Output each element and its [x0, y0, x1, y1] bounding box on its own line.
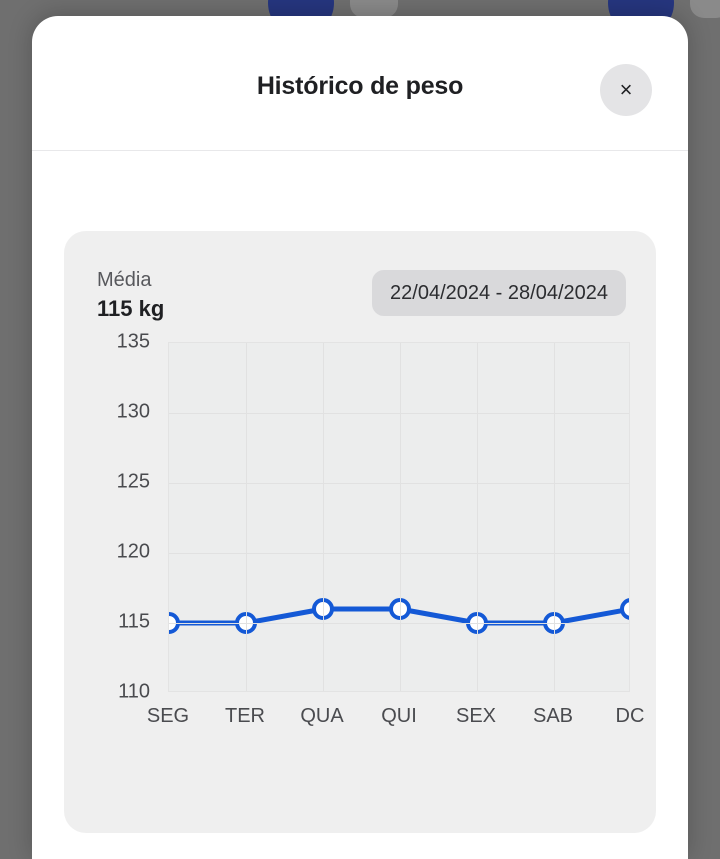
x-axis-tick-label: SEX — [455, 705, 497, 727]
y-axis: 135 130 125 120 115 110 — [64, 330, 164, 703]
gridline-vertical — [246, 343, 247, 691]
gridline-horizontal — [169, 413, 629, 414]
y-axis-tick-label: 110 — [118, 680, 150, 703]
x-axis-tick-label: SAB — [532, 705, 574, 727]
x-axis: SEG TER QUA QUI SEX SAB DC — [147, 705, 645, 735]
close-icon[interactable]: × — [600, 64, 652, 116]
average-block: Média 115 kg — [97, 267, 164, 323]
background-card — [350, 0, 398, 18]
gridline-horizontal — [169, 623, 629, 624]
header-divider — [32, 150, 688, 151]
average-label: Média — [97, 269, 152, 291]
x-axis-tick-label: QUA — [300, 705, 344, 727]
plot-area[interactable] — [168, 342, 630, 692]
x-axis-tick-label: QUI — [381, 705, 417, 727]
gridline-vertical — [554, 343, 555, 691]
gridline-horizontal — [169, 483, 629, 484]
page-title: Histórico de peso — [256, 72, 464, 100]
y-axis-tick-label: 120 — [116, 540, 150, 563]
background-card — [690, 0, 720, 18]
y-axis-tick-label: 115 — [118, 610, 150, 633]
y-axis-tick-label: 135 — [116, 330, 150, 353]
chart-plot-wrapper: 135 130 125 120 115 110 SEG TER QUA QUI SEX SAB DC — [64, 331, 656, 728]
gridline-vertical — [400, 343, 401, 691]
y-axis-tick-label: 125 — [116, 470, 150, 493]
average-value: 115 kg — [97, 296, 165, 321]
modal-header: Histórico de peso × — [32, 16, 688, 150]
x-axis-tick-label: DC — [615, 705, 645, 727]
x-axis-tick-label: SEG — [146, 705, 190, 727]
gridline-horizontal — [169, 553, 629, 554]
date-range-badge[interactable]: 22/04/2024 - 28/04/2024 — [372, 270, 626, 316]
gridline-vertical — [477, 343, 478, 691]
weight-history-modal: Histórico de peso × Média 115 kg 22/04/2… — [32, 16, 688, 859]
modal-body: Média 115 kg 22/04/2024 - 28/04/2024 135… — [32, 151, 688, 859]
gridline-vertical — [323, 343, 324, 691]
data-point-marker[interactable] — [620, 598, 630, 620]
y-axis-tick-label: 130 — [116, 400, 150, 423]
x-axis-tick-label: TER — [225, 705, 265, 727]
weight-chart-card: Média 115 kg 22/04/2024 - 28/04/2024 135… — [64, 231, 656, 833]
